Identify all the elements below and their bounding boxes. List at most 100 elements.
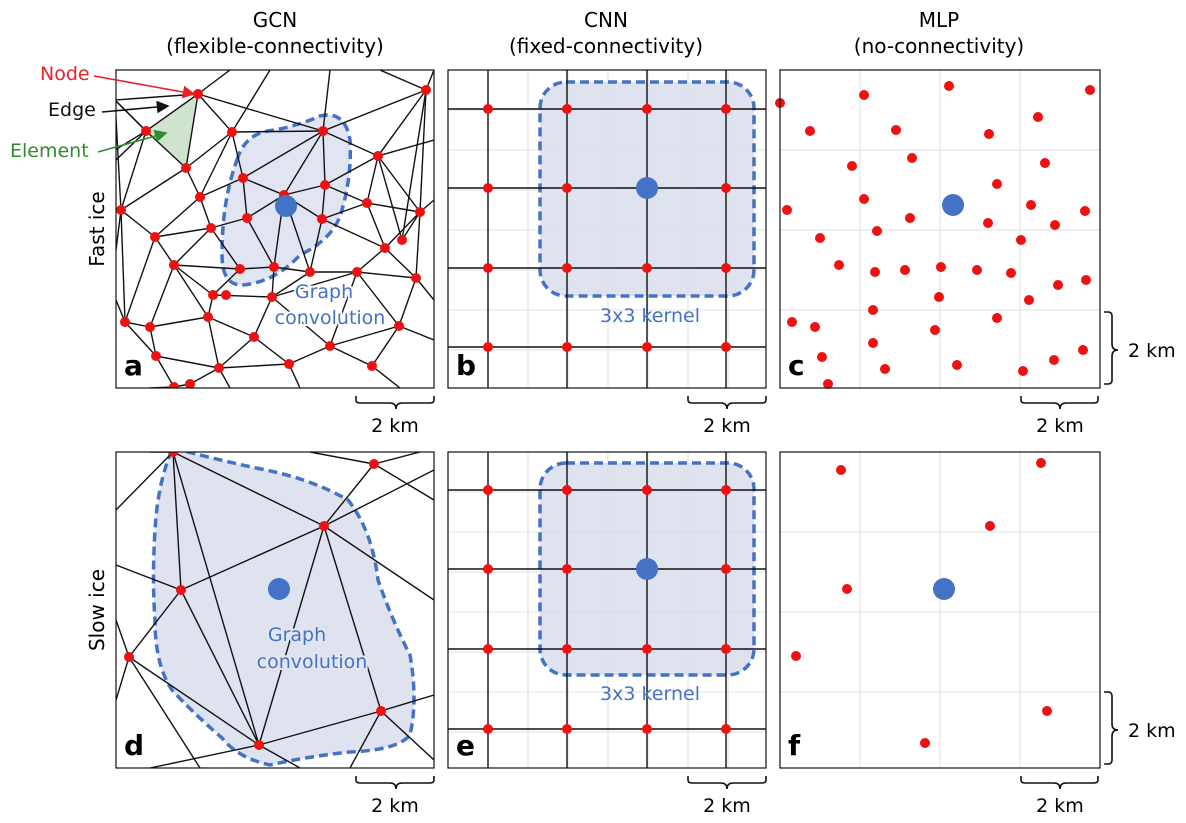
panel-f: f 2 km 2 km: [779, 451, 1176, 817]
edges-a: [116, 70, 434, 388]
edge: [218, 336, 255, 369]
node: [203, 312, 213, 322]
edge: [145, 93, 199, 132]
node: [944, 81, 954, 91]
edge: [231, 130, 324, 133]
edge: [380, 710, 434, 761]
column-title-mlp: MLP: [919, 8, 959, 32]
node: [562, 724, 572, 734]
panel-a-frame: [115, 69, 435, 389]
kernel-label: 3x3 kernel: [600, 683, 700, 705]
node: [1006, 268, 1016, 278]
node: [208, 290, 218, 300]
node: [214, 363, 224, 373]
node: [562, 644, 572, 654]
edge: [120, 209, 126, 323]
column-title-gcn: GCN: [253, 8, 297, 32]
node: [1026, 200, 1036, 210]
scalebar-e-label: 2 km: [703, 795, 751, 817]
nodes-b: [483, 104, 731, 352]
node: [1042, 706, 1052, 716]
node: [318, 126, 328, 136]
edge: [323, 525, 434, 601]
node: [150, 232, 160, 242]
nodes-d: [124, 452, 386, 750]
graph-convolution-label-1: Graph: [295, 281, 353, 303]
edge: [356, 271, 400, 327]
edge: [283, 130, 324, 196]
node: [930, 325, 940, 335]
node: [1018, 366, 1028, 376]
scalebar-e: [687, 776, 767, 790]
node: [868, 338, 878, 348]
node: [992, 179, 1002, 189]
node: [562, 263, 572, 273]
edge: [271, 296, 331, 347]
center-node: [268, 578, 290, 600]
node: [116, 205, 126, 215]
grid-lines-b: [448, 70, 766, 388]
edge: [258, 744, 301, 768]
edge: [309, 452, 375, 465]
edge: [199, 131, 233, 198]
node: [810, 322, 820, 332]
edge: [207, 316, 220, 369]
edge: [149, 744, 260, 768]
scalebar-c-vertical: [1104, 311, 1119, 385]
node: [151, 351, 161, 361]
node: [791, 651, 801, 661]
edge: [116, 100, 147, 132]
edge: [283, 184, 326, 196]
edge: [173, 227, 212, 266]
node: [394, 321, 404, 331]
column-subtitle-mlp: (no-connectivity): [854, 34, 1024, 58]
node: [936, 262, 946, 272]
edge: [380, 694, 434, 712]
node: [176, 585, 186, 595]
edge: [324, 184, 368, 204]
nodes-a: [116, 85, 431, 388]
edge: [185, 131, 233, 169]
edge: [242, 177, 285, 196]
edge: [373, 463, 434, 501]
edge: [154, 236, 175, 266]
node: [721, 724, 731, 734]
node: [169, 382, 179, 388]
panel-c-frame: [779, 69, 1101, 389]
edge: [322, 130, 379, 157]
node: [859, 194, 869, 204]
edge: [116, 656, 130, 701]
node: [905, 213, 915, 223]
node: [805, 126, 815, 136]
edge: [116, 130, 147, 151]
node: [900, 265, 910, 275]
node: [562, 183, 572, 193]
graph-convolution-label-2: convolution: [257, 651, 368, 673]
edge: [398, 277, 417, 327]
edge: [212, 268, 241, 296]
edge: [329, 325, 400, 347]
node: [397, 235, 407, 245]
node: [782, 205, 792, 215]
edge: [210, 217, 248, 229]
scalebar-a-label: 2 km: [371, 415, 419, 437]
node: [642, 342, 652, 352]
node: [562, 564, 572, 574]
node: [872, 226, 882, 236]
node: [983, 218, 993, 228]
node: [238, 173, 248, 183]
grid-lines-e: [448, 452, 766, 768]
edge: [172, 452, 182, 591]
scalebar-c: [1020, 396, 1099, 410]
edge: [180, 525, 325, 591]
node: [483, 263, 493, 273]
edge: [197, 93, 233, 133]
node: [120, 317, 130, 327]
edge: [384, 211, 421, 249]
edge: [197, 93, 324, 132]
scalebar-f: [1020, 776, 1099, 790]
edge: [377, 139, 434, 157]
legend-edge-arrow: [101, 100, 170, 114]
edge: [309, 218, 323, 273]
